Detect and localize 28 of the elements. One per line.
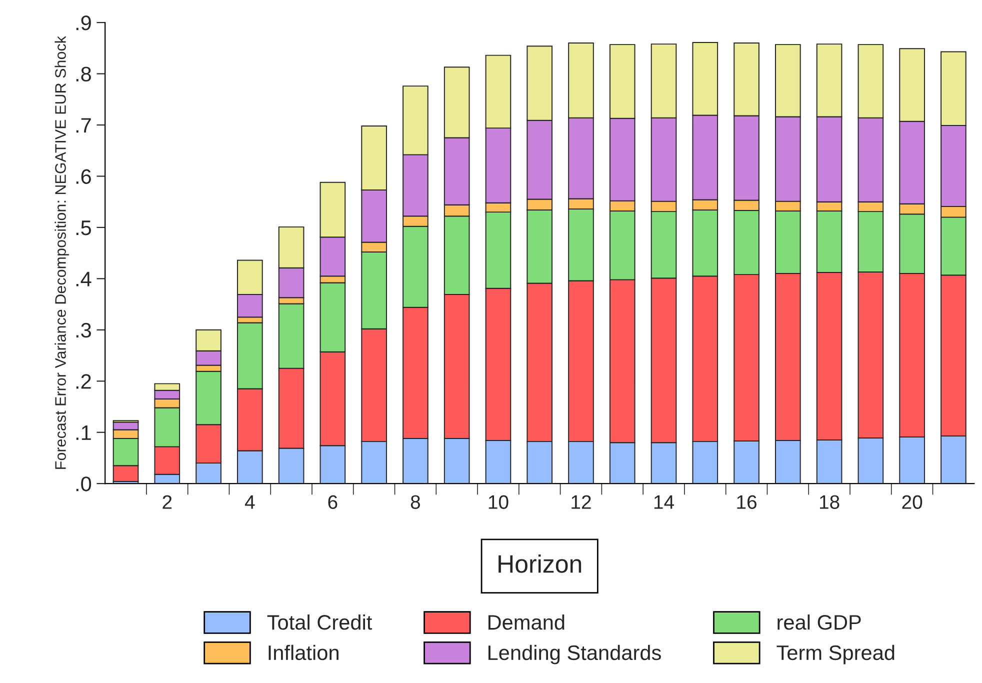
y-tick-label: .1: [76, 426, 91, 440]
y-tick-label: .9: [76, 16, 91, 30]
y-tick-label: .4: [76, 272, 92, 286]
y-axis-title: Forecast Error Variance Decomposition: NEGATIVE EUR Shock: [54, 36, 69, 469]
legend-label: Term Spread: [776, 644, 894, 664]
x-tick-label: 4: [244, 495, 255, 509]
x-tick-label: 20: [902, 495, 922, 509]
y-tick-label: .0: [76, 476, 92, 492]
legend-label: real GDP: [778, 614, 861, 630]
legend-label: Inflation: [268, 644, 338, 660]
y-tick-label: .8: [76, 66, 91, 82]
legend-label: Demand: [488, 614, 564, 630]
x-tick-label: 8: [410, 495, 420, 509]
y-tick-label: .2: [76, 374, 91, 389]
legend-label: Lending Standards: [488, 644, 661, 664]
x-tick-label: 6: [328, 495, 338, 509]
x-tick-label: 2: [162, 495, 172, 509]
y-tick-label: .3: [76, 322, 91, 338]
x-tick-label: 12: [572, 495, 591, 509]
x-tick-label: 14: [654, 495, 674, 509]
x-tick-label: 10: [488, 495, 508, 509]
x-tick-label: 18: [820, 495, 840, 509]
y-tick-label: .7: [76, 118, 91, 133]
legend-label: Total Credit: [267, 614, 372, 630]
y-tick-label: .5: [76, 220, 92, 236]
y-tick-label: .6: [76, 169, 91, 184]
x-axis-title: Horizon: [498, 554, 582, 573]
x-tick-label: 16: [737, 495, 756, 509]
